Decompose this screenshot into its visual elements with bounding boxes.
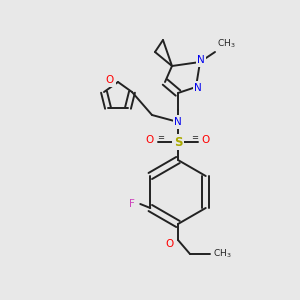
Text: O: O: [106, 75, 114, 85]
Text: S: S: [174, 136, 182, 148]
Text: =: =: [158, 134, 164, 142]
Text: =: =: [191, 134, 199, 142]
Text: O: O: [202, 135, 210, 145]
Text: CH$_3$: CH$_3$: [213, 248, 232, 260]
Text: O: O: [146, 135, 154, 145]
Text: N: N: [174, 117, 182, 127]
Text: N: N: [194, 83, 202, 93]
Text: CH$_3$: CH$_3$: [217, 38, 236, 50]
Text: O: O: [166, 239, 174, 249]
Text: F: F: [129, 199, 135, 209]
Text: N: N: [197, 55, 205, 65]
